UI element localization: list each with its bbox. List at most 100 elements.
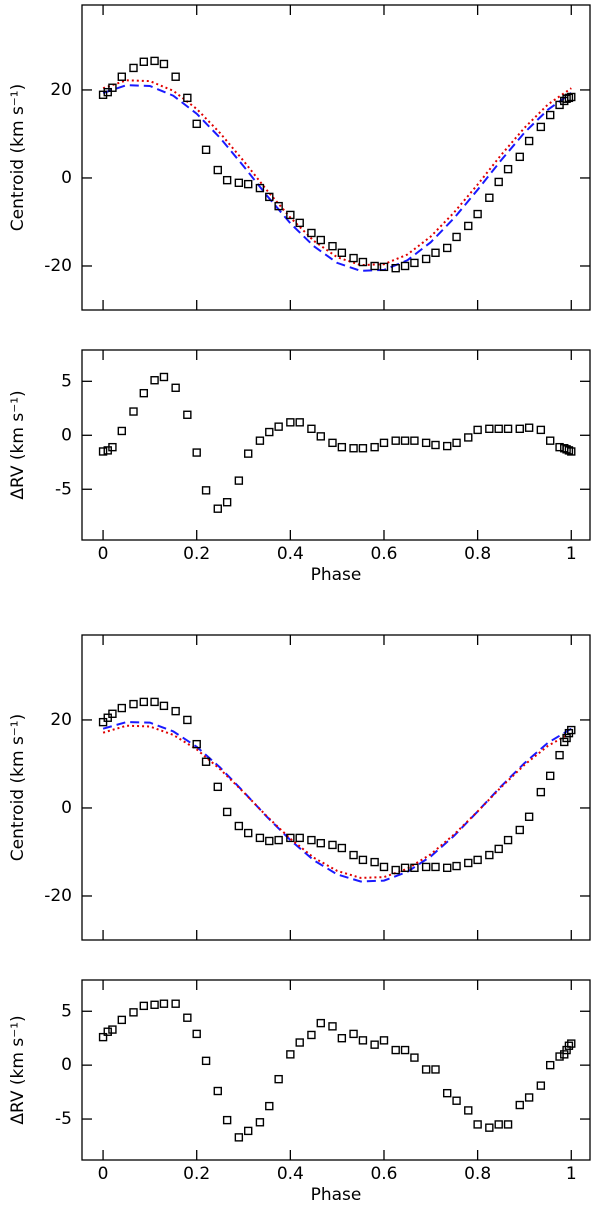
model-curve — [102, 724, 572, 879]
data-point — [307, 424, 316, 434]
y-axis-label: ΔRV (km s⁻¹) — [8, 390, 28, 499]
data-point — [431, 1065, 440, 1074]
data-point — [473, 425, 482, 435]
x-axis-label: Phase — [311, 565, 362, 585]
data-point — [171, 72, 180, 81]
data-point — [421, 1065, 431, 1074]
data-point — [108, 1025, 117, 1034]
data-point — [555, 1052, 564, 1061]
x-tick-label: 0.8 — [464, 1164, 491, 1184]
data-point — [117, 1015, 126, 1025]
data-point — [286, 833, 295, 843]
data-point — [421, 862, 431, 872]
data-point — [255, 1118, 265, 1127]
data-point — [150, 697, 159, 707]
x-tick-label: 1 — [566, 1164, 577, 1184]
data-point — [171, 706, 180, 716]
data-point — [129, 63, 138, 73]
data-point — [286, 418, 295, 427]
data-point — [201, 1056, 211, 1066]
data-point — [295, 833, 304, 843]
data-point — [192, 448, 201, 457]
data-point — [150, 56, 159, 66]
data-point — [431, 440, 440, 450]
data-point — [391, 1045, 400, 1055]
data-point — [524, 423, 534, 432]
data-point — [265, 427, 274, 437]
data-point — [349, 850, 358, 860]
data-point — [391, 436, 400, 445]
data-point — [515, 825, 524, 835]
y-tick-label: -5 — [55, 1109, 72, 1129]
data-point — [183, 1013, 192, 1022]
data-point — [524, 136, 534, 146]
x-tick-label: 0 — [98, 1164, 109, 1184]
data-point — [349, 253, 358, 263]
x-tick-label: 0.4 — [277, 1164, 304, 1184]
data-point — [108, 442, 117, 452]
data-point — [108, 83, 117, 92]
data-point — [494, 1120, 503, 1129]
model-curve — [102, 84, 572, 272]
data-point — [562, 1045, 571, 1055]
data-point — [452, 232, 461, 242]
data-point — [564, 1041, 574, 1050]
y-tick-label: 0 — [61, 1055, 72, 1075]
data-point — [564, 446, 574, 455]
data-point — [139, 388, 149, 398]
data-point — [349, 1029, 358, 1039]
plot-frame — [81, 349, 591, 541]
data-point — [370, 261, 379, 271]
data-point — [307, 835, 316, 845]
data-point — [400, 436, 410, 445]
data-point — [150, 1000, 159, 1009]
data-point — [503, 424, 513, 434]
y-tick-label: 0 — [61, 798, 72, 818]
data-point — [117, 426, 126, 436]
x-tick-label: 0.8 — [464, 544, 491, 564]
data-point — [129, 699, 138, 709]
data-point — [515, 1100, 524, 1110]
data-point — [316, 432, 325, 441]
data-point — [244, 449, 253, 458]
data-point — [391, 263, 400, 273]
data-point — [192, 1029, 201, 1039]
data-point — [400, 863, 410, 873]
data-point — [213, 504, 222, 513]
data-point — [295, 1038, 304, 1047]
data-point — [400, 261, 410, 271]
data-point — [265, 1101, 274, 1111]
data-point — [452, 438, 461, 448]
data-point — [192, 739, 201, 749]
x-tick-label: 0 — [98, 544, 109, 564]
y-tick-label: -5 — [55, 479, 72, 499]
data-point — [567, 447, 576, 456]
data-point — [159, 372, 169, 382]
data-point — [201, 757, 211, 766]
data-point — [452, 1096, 461, 1105]
data-point — [139, 697, 149, 707]
data-point — [524, 1093, 534, 1102]
data-point — [358, 855, 368, 865]
data-point — [410, 258, 419, 268]
data-point — [464, 858, 473, 868]
data-point — [379, 262, 389, 272]
data-point — [183, 715, 192, 725]
x-tick-label: 0.6 — [370, 544, 397, 564]
data-point — [274, 201, 283, 211]
data-point — [562, 733, 571, 743]
data-point — [546, 771, 555, 781]
x-tick-label: 0.2 — [183, 1164, 210, 1184]
data-point — [546, 110, 555, 120]
data-point — [546, 436, 555, 445]
data-point — [222, 1115, 232, 1125]
data-point — [503, 164, 513, 174]
data-point — [328, 438, 337, 448]
data-point — [201, 486, 211, 495]
data-point — [244, 179, 253, 189]
data-point — [410, 436, 419, 445]
x-tick-label: 0.6 — [370, 1164, 397, 1184]
y-tick-label: 20 — [50, 710, 72, 730]
